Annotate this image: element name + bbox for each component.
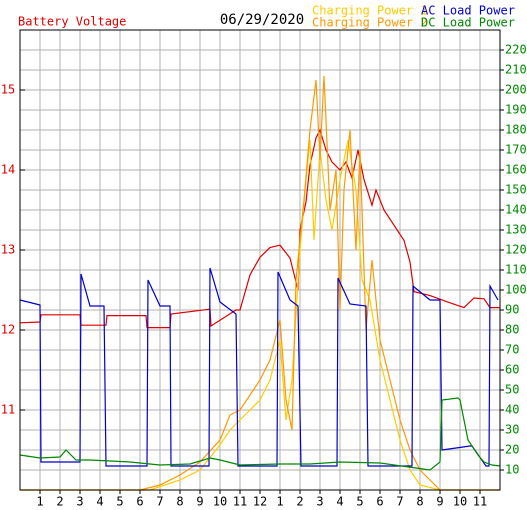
chart-title: 06/29/2020 <box>220 12 304 28</box>
y2-tick-label: 180 <box>505 123 527 137</box>
y2-tick-label: 140 <box>505 203 527 217</box>
y2-tick-label: 220 <box>505 43 527 57</box>
x-tick-label: 3 <box>316 495 323 509</box>
x-tick-label: 8 <box>416 495 423 509</box>
x-tick-label: 5 <box>116 495 123 509</box>
y2-tick-label: 30 <box>505 423 519 437</box>
x-tick-label: 2 <box>56 495 63 509</box>
y2-tick-label: 130 <box>505 223 527 237</box>
series-line <box>19 397 501 471</box>
legend-label: AC Load Power <box>421 4 515 18</box>
y2-tick-label: 110 <box>505 263 527 277</box>
legend-label: Charging Power 2 <box>312 16 428 30</box>
x-tick-label: 6 <box>136 495 143 509</box>
x-tick-label: 2 <box>296 495 303 509</box>
y-tick-label: 11 <box>1 403 15 417</box>
lines <box>19 75 501 491</box>
series-line <box>20 75 500 491</box>
x-tick-label: 9 <box>436 495 443 509</box>
x-tick-label: 4 <box>96 495 103 509</box>
x-tick-label: 1 <box>276 495 283 509</box>
x-tick-label: 10 <box>453 495 467 509</box>
y-tick-label: 15 <box>1 83 15 97</box>
x-tick-label: 11 <box>233 495 247 509</box>
legend-label: DC Load Power <box>421 16 515 30</box>
x-tick-label: 1 <box>36 495 43 509</box>
y2-tick-label: 20 <box>505 443 519 457</box>
y2-tick-label: 170 <box>505 143 527 157</box>
y-tick-label: 12 <box>1 323 15 337</box>
x-tick-label: 7 <box>396 495 403 509</box>
y2-tick-label: 10 <box>505 463 519 477</box>
x-tick-label: 11 <box>473 495 487 509</box>
y2-tick-label: 90 <box>505 303 519 317</box>
y2-tick-label: 50 <box>505 383 519 397</box>
x-tick-label: 3 <box>76 495 83 509</box>
y2-tick-label: 100 <box>505 283 527 297</box>
x-tick-label: 7 <box>156 495 163 509</box>
y2-tick-label: 210 <box>505 63 527 77</box>
y2-tick-label: 120 <box>505 243 527 257</box>
x-tick-label: 10 <box>213 495 227 509</box>
x-tick-label: 8 <box>176 495 183 509</box>
y2-tick-label: 200 <box>505 83 527 97</box>
y2-tick-label: 150 <box>505 183 527 197</box>
series-line <box>20 139 500 491</box>
x-tick-label: 9 <box>196 495 203 509</box>
x-tick-label: 12 <box>253 495 267 509</box>
x-tick-label: 5 <box>356 495 363 509</box>
y-tick-label: 14 <box>1 163 15 177</box>
x-tick-label: 4 <box>336 495 343 509</box>
y2-tick-label: 160 <box>505 163 527 177</box>
legend-label: Battery Voltage <box>18 15 126 29</box>
legend-label: Charging Power 1 <box>312 4 428 18</box>
series-line <box>19 128 500 329</box>
y2-tick-label: 70 <box>505 343 519 357</box>
y2-tick-label: 80 <box>505 323 519 337</box>
y2-tick-label: 40 <box>505 403 519 417</box>
y2-tick-label: 60 <box>505 363 519 377</box>
y-tick-label: 13 <box>1 243 15 257</box>
x-tick-label: 6 <box>376 495 383 509</box>
y2-tick-label: 190 <box>505 103 527 117</box>
series-line <box>19 267 499 467</box>
axes: 1 2 3 4 5 6 7 8 9 10 11 12 1 2 3 4 5 6 7 8 9 10 11111213141510… <box>1 43 527 509</box>
